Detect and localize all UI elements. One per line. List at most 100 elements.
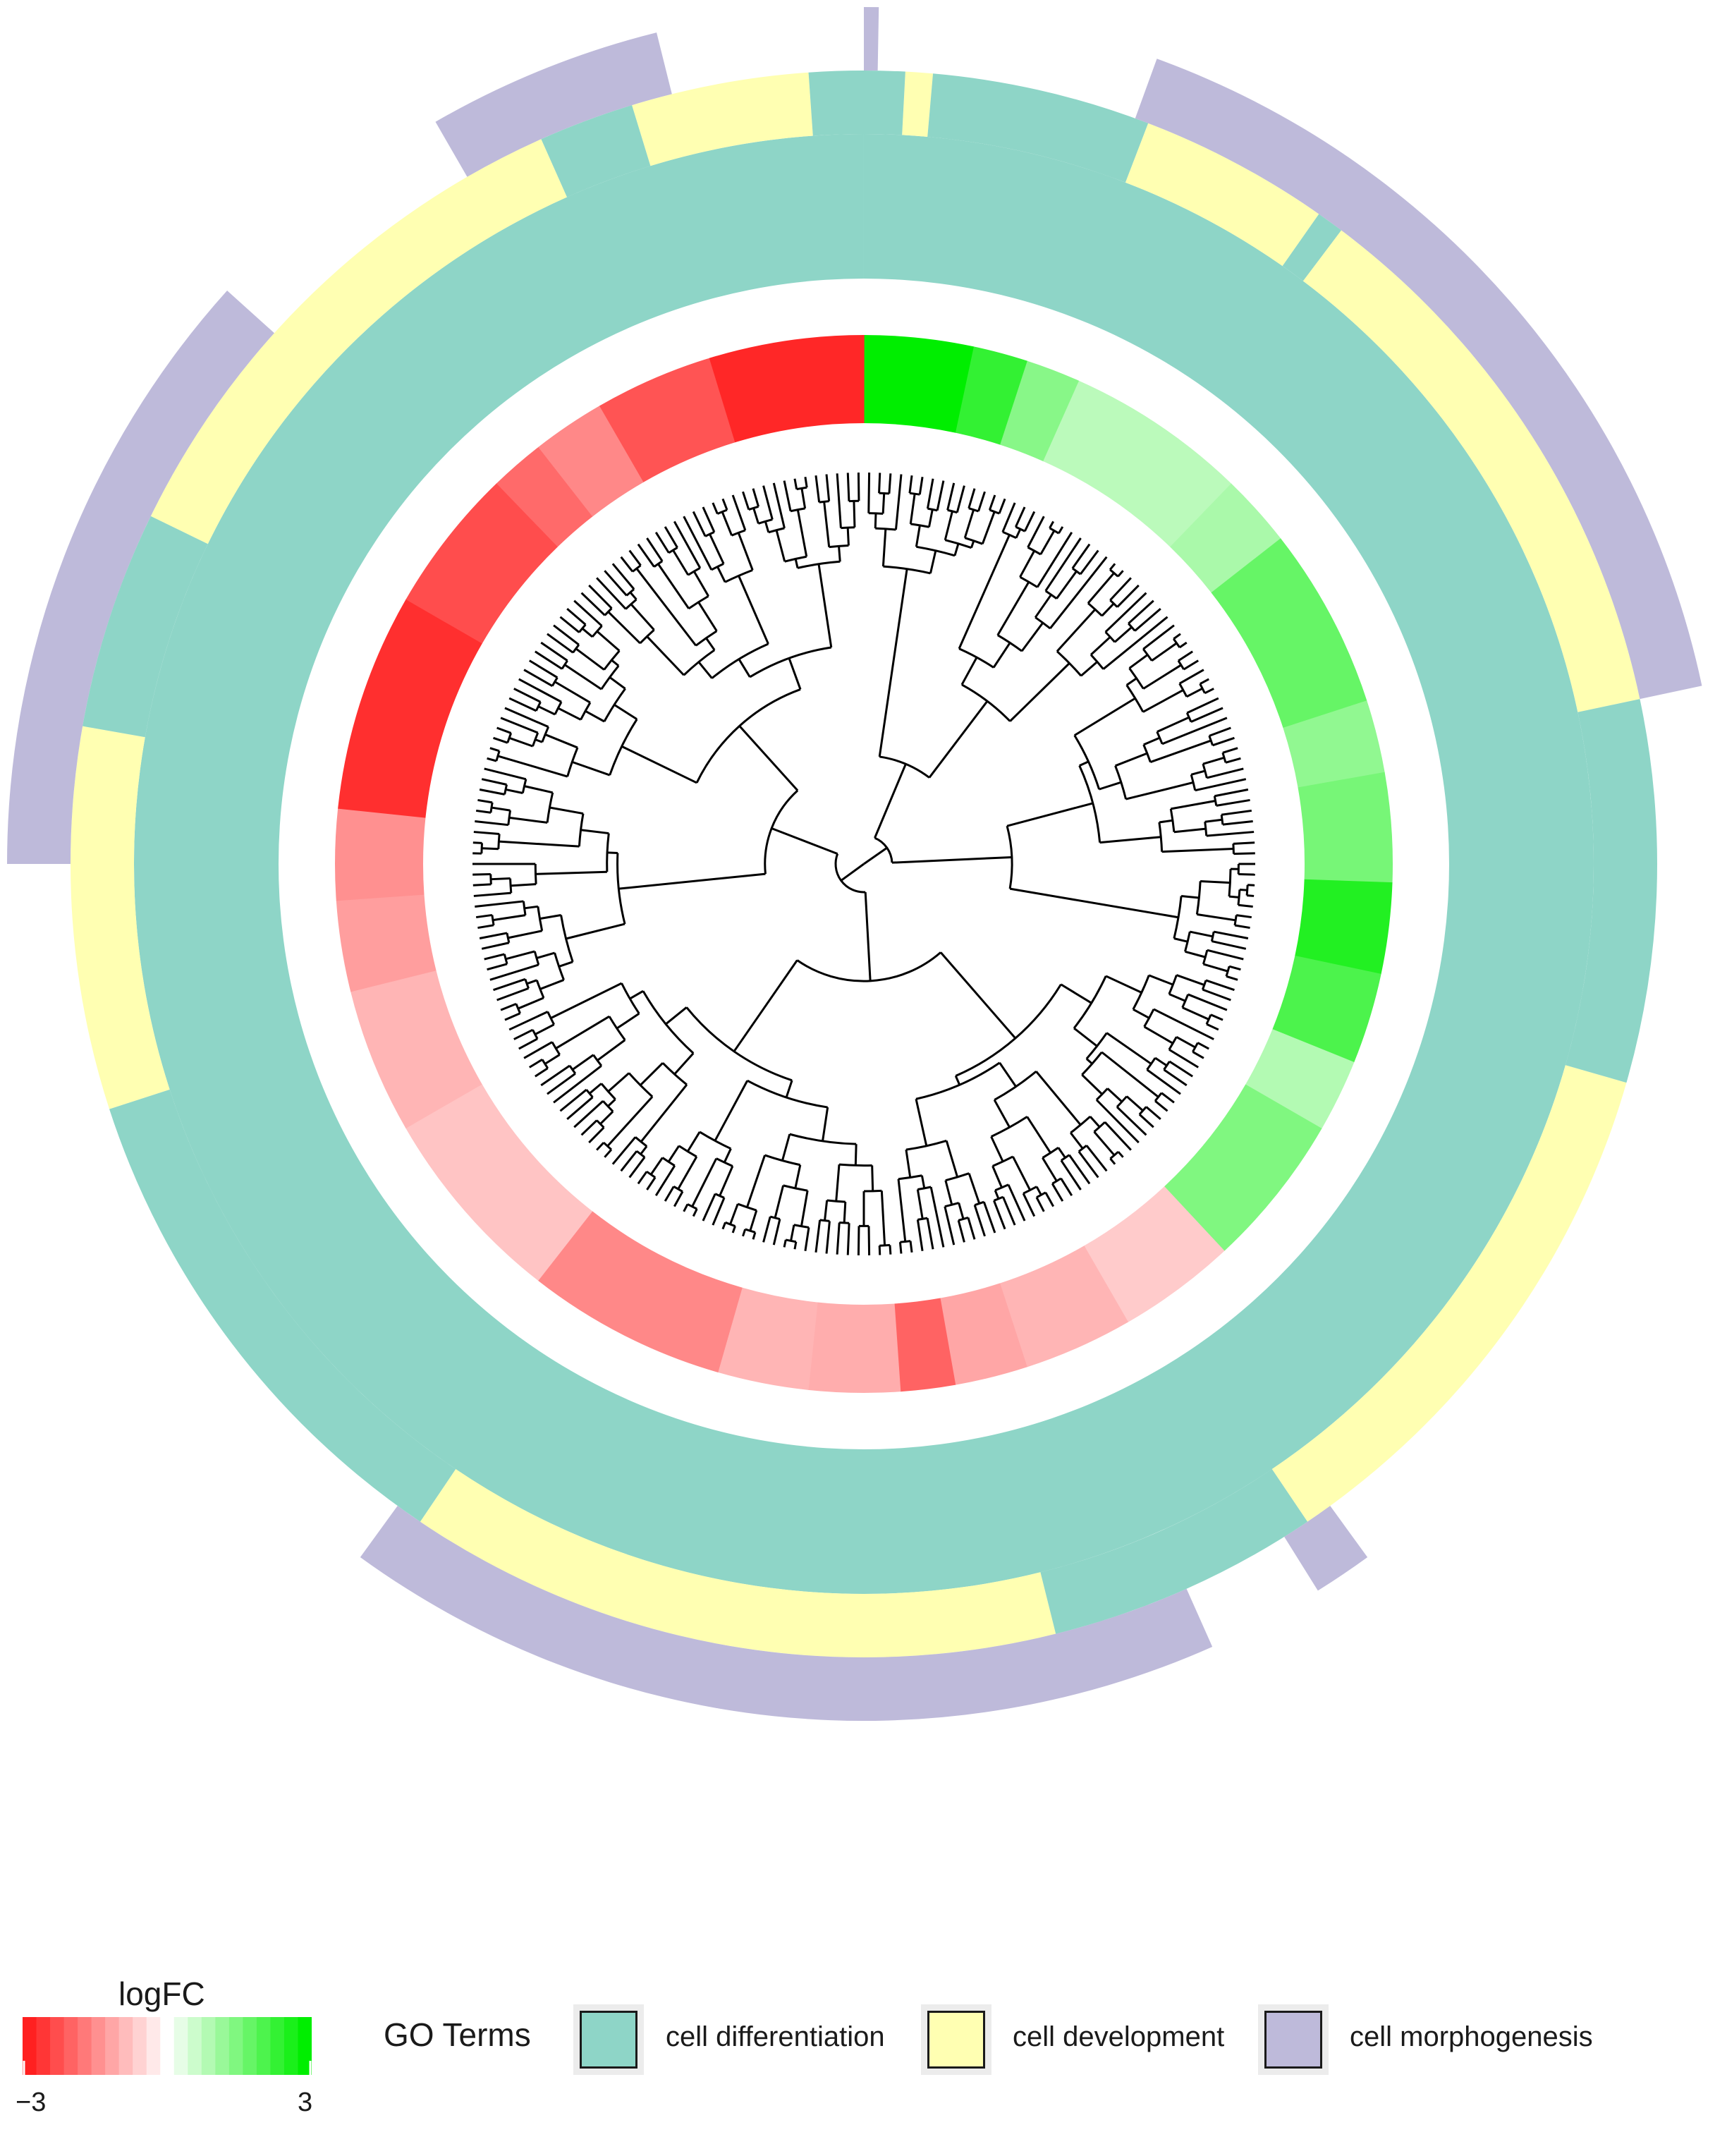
tree-branch [566,1096,594,1121]
tree-arc [958,647,994,669]
tree-branch [504,1012,521,1021]
tree-branch [673,1052,695,1076]
tree-arc [673,1186,683,1193]
colorbar-step [160,2017,175,2075]
tree-branch [489,963,539,981]
tree-branch [738,575,769,645]
tree-branch [472,883,492,887]
tree-branch [1212,940,1247,950]
tree-branch [958,534,1011,650]
tree-arc [1205,1014,1212,1025]
tree-branch [1192,1051,1204,1059]
tree-branch [1023,511,1036,532]
logfc-segment [1164,1084,1322,1251]
tree-branch [614,703,637,721]
tree-arc [609,718,638,776]
tree-branch [518,678,562,703]
tree-branch [629,591,637,600]
tree-branch [1027,516,1045,548]
tree-arc [993,1195,1004,1202]
colorbar-step [146,2017,161,2075]
tree-branch [752,507,759,524]
tree-branch [1138,1114,1154,1128]
tree-branch [692,511,707,537]
tree-branch [1168,1060,1193,1078]
tree-branch [1151,642,1178,662]
tree-branch [1180,895,1200,899]
tree-branch [888,473,892,494]
tree-arc [642,990,695,1054]
go-segment-cell-development [150,139,568,544]
tree-branch [1190,769,1206,776]
circular-heatmap-figure [7,7,1702,1721]
tree-arc [524,978,530,989]
logfc-segment [1000,360,1080,462]
tree-branch [477,798,493,804]
tree-branch [992,642,1011,669]
logfc-segment [1084,1186,1225,1322]
tree-branch [954,1075,961,1085]
tree-branch [513,688,542,703]
tree-branch [742,491,750,511]
tree-branch [1228,895,1240,899]
tree-branch [1188,993,1228,1011]
tree-arc [625,588,635,597]
tree-arc [1213,796,1218,806]
tree-branch [508,736,533,748]
tree-branch [497,755,568,778]
tree-branch [881,528,887,567]
tree-branch [1101,1051,1159,1098]
tree-branch [589,1083,602,1095]
tree-arc [1158,822,1164,852]
tree-arc [495,750,501,762]
tree-arc [1192,1042,1199,1053]
tree-branch [1222,747,1238,754]
tree-arc [580,702,592,721]
tree-branch [539,914,561,920]
tree-branch [505,788,523,794]
tree-branch [1115,752,1148,767]
tree-branch [508,930,542,939]
tree-arc [1156,731,1164,745]
tree-arc [874,836,893,863]
tree-branch [746,1155,766,1208]
tree-arc [602,1100,614,1113]
tree-branch [596,1142,605,1151]
tree-arc [1169,808,1176,832]
tree-branch [1073,697,1136,736]
tree-arc [704,531,715,537]
tree-arc [711,563,724,571]
tree-branch [785,1080,793,1098]
tree-branch [1133,1008,1150,1019]
go-legend-title: GO Terms [384,2016,531,2053]
tree-branch [563,664,602,690]
colorbar-step [133,2017,147,2075]
tree-arc [793,1224,810,1229]
tree-arc [585,1089,594,1098]
tree-arc [1104,631,1116,643]
tree-arc [603,688,626,722]
tree-branch [580,592,606,616]
tree-branch [692,571,709,597]
tree-arc [1109,568,1119,578]
tree-branch [1142,624,1175,650]
tree-arc [789,1133,857,1145]
tree-branch [752,488,759,507]
go-segment-cell-morphogenesis [864,7,879,71]
go-key-differentiation [580,2011,637,2069]
tree-arc [668,547,678,554]
tree-branch [1190,707,1223,723]
tree-branch [793,1241,798,1250]
tree-branch [1202,988,1231,1001]
tree-arc [608,1016,626,1041]
tree-branch [794,1164,802,1189]
tree-arc [783,1184,808,1192]
tree-arc [578,623,587,633]
tree-branch [599,1110,614,1125]
tree-arc [547,1011,555,1025]
tree-arc [1173,896,1183,939]
tree-branch [484,953,505,961]
tree-arc [716,508,728,515]
tree-branch [1233,852,1255,855]
tree-branch [772,482,786,529]
